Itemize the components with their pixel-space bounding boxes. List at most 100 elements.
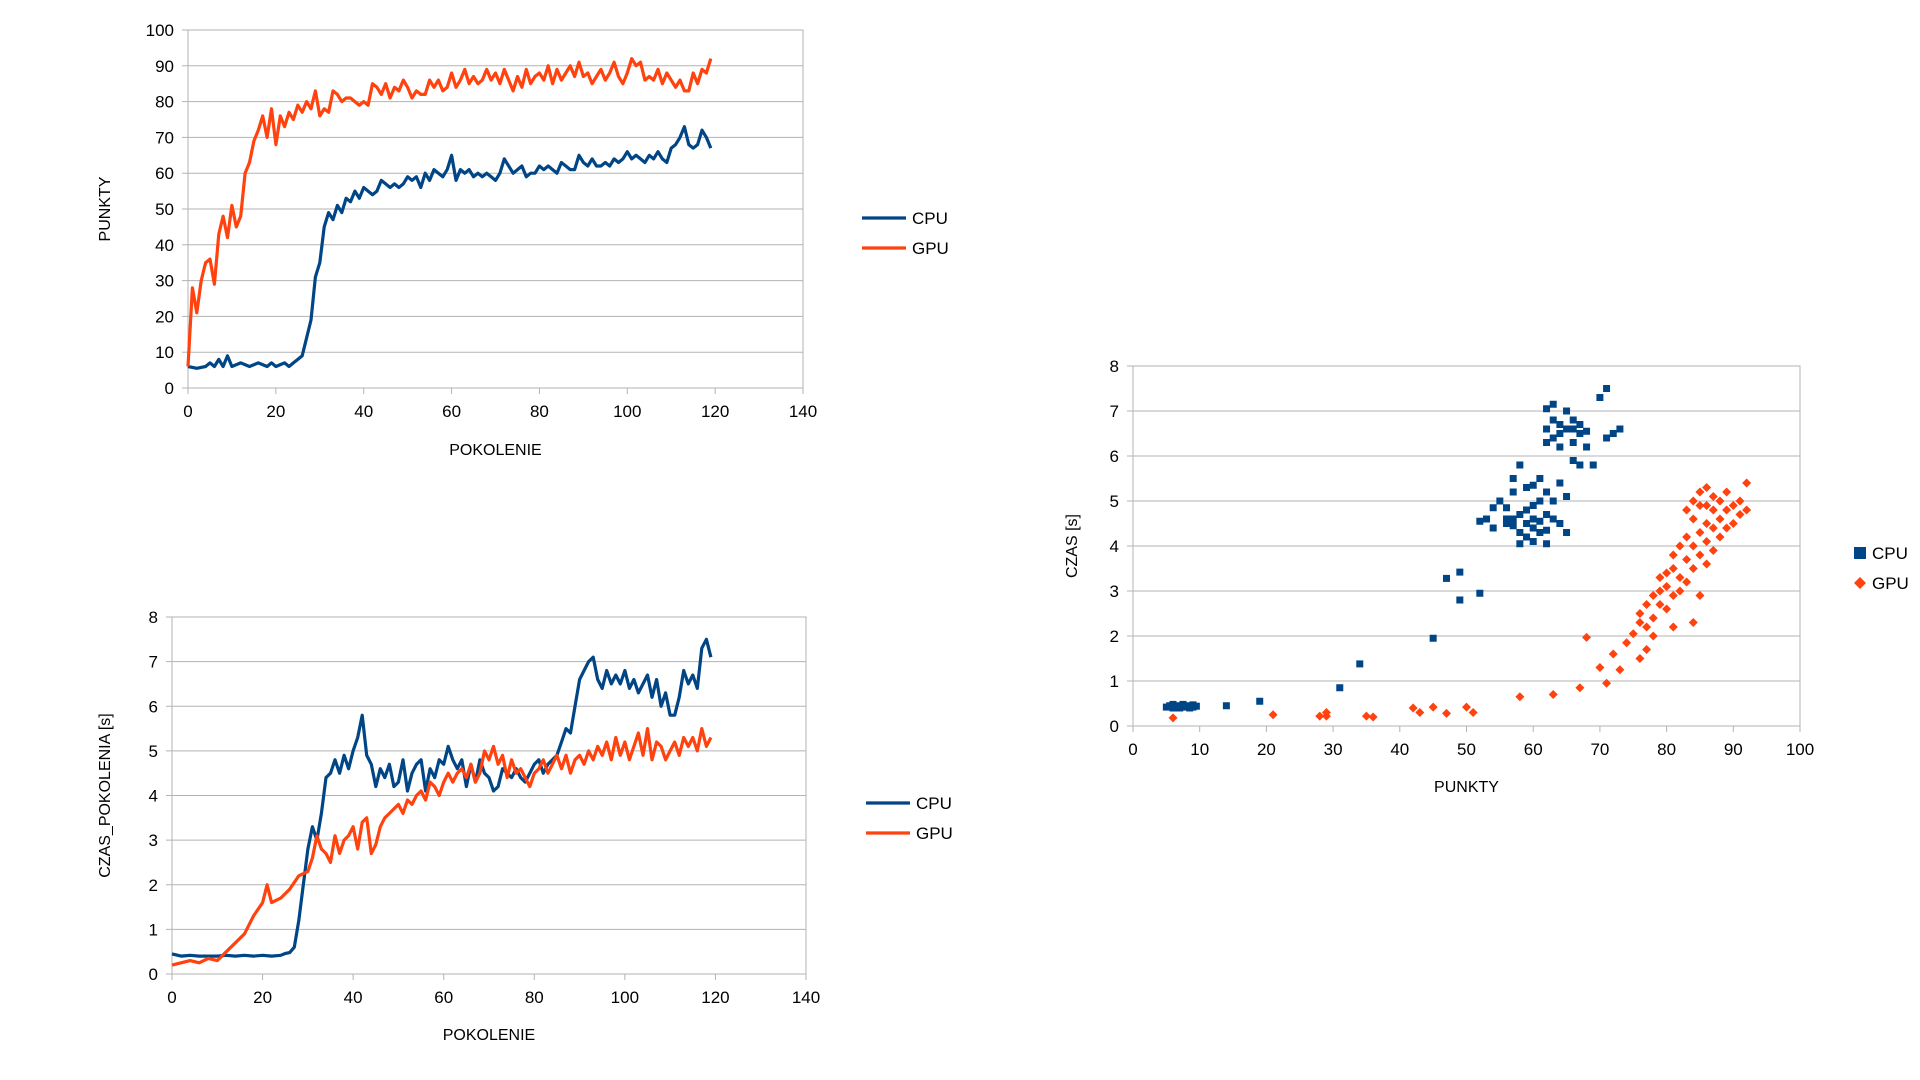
series-line-gpu — [171, 727, 713, 967]
data-point-gpu — [1735, 496, 1745, 506]
data-point-gpu — [1368, 712, 1378, 722]
y-tick-label: 40 — [155, 236, 174, 255]
data-point-cpu — [1549, 497, 1557, 505]
series-cpu — [187, 125, 713, 370]
data-point-cpu — [1543, 526, 1551, 534]
data-point-cpu — [1576, 461, 1584, 469]
legend-entry-gpu: GPU — [862, 239, 949, 258]
data-point-gpu — [1668, 591, 1678, 600]
data-point-cpu — [1556, 430, 1564, 437]
data-point-cpu — [1536, 529, 1544, 536]
data-point-cpu — [1456, 596, 1464, 604]
data-point-gpu — [1735, 510, 1745, 519]
data-point-cpu — [1442, 574, 1450, 582]
legend-label: GPU — [912, 239, 949, 258]
data-point-gpu — [1688, 496, 1698, 506]
data-point-gpu — [1575, 683, 1585, 693]
y-tick-label: 100 — [146, 21, 174, 40]
data-point-gpu — [1462, 702, 1471, 712]
y-tick-label: 70 — [155, 128, 174, 147]
x-tick-label: 80 — [525, 988, 544, 1007]
y-tick-label: 1 — [1110, 672, 1119, 691]
legend-swatch — [1854, 547, 1866, 559]
y-tick-label: 7 — [1110, 402, 1119, 421]
data-point-gpu — [1715, 496, 1725, 506]
x-tick-label: 60 — [1524, 740, 1543, 759]
data-point-gpu — [1515, 692, 1525, 702]
y-tick-label: 7 — [149, 653, 158, 672]
x-tick-label: 40 — [354, 402, 373, 421]
data-point-cpu — [1576, 430, 1584, 437]
x-tick-label: 10 — [1190, 740, 1209, 759]
y-tick-label: 4 — [149, 787, 158, 806]
data-point-cpu — [1529, 524, 1537, 532]
data-point-cpu — [1543, 540, 1551, 548]
y-tick-label: 4 — [1110, 537, 1119, 556]
data-point-cpu — [1503, 520, 1511, 527]
y-tick-label: 30 — [155, 272, 174, 291]
y-axis-title: PUNKTY — [97, 176, 114, 241]
data-point-gpu — [1668, 564, 1678, 573]
data-point-cpu — [1256, 697, 1264, 705]
y-tick-label: 3 — [1110, 582, 1119, 601]
data-point-gpu — [1675, 541, 1685, 551]
y-tick-label: 0 — [149, 965, 158, 984]
data-point-gpu — [1662, 604, 1672, 614]
data-point-cpu — [1556, 479, 1564, 487]
x-tick-label: 20 — [253, 988, 272, 1007]
data-point-cpu — [1529, 538, 1537, 545]
data-point-cpu — [1222, 702, 1230, 710]
data-point-gpu — [1695, 550, 1705, 560]
data-point-cpu — [1516, 529, 1524, 536]
data-point-gpu — [1548, 690, 1558, 699]
data-point-cpu — [1476, 517, 1484, 525]
data-point-gpu — [1722, 523, 1732, 533]
y-axis-title: CZAS_POKOLENIA [s] — [97, 713, 114, 878]
data-point-cpu — [1336, 684, 1344, 692]
data-point-cpu — [1543, 488, 1551, 496]
data-point-cpu — [1509, 522, 1517, 530]
data-point-cpu — [1569, 457, 1577, 464]
y-tick-label: 5 — [149, 742, 158, 761]
y-tick-label: 90 — [155, 57, 174, 76]
data-point-cpu — [1589, 461, 1597, 469]
x-tick-label: 60 — [434, 988, 453, 1007]
data-point-cpu — [1549, 416, 1557, 424]
data-point-gpu — [1622, 638, 1632, 648]
x-tick-label: 120 — [701, 988, 729, 1007]
x-tick-label: 50 — [1457, 740, 1476, 759]
data-point-gpu — [1428, 702, 1438, 712]
data-point-cpu — [1583, 443, 1591, 451]
y-tick-label: 20 — [155, 307, 174, 326]
data-point-gpu — [1722, 505, 1732, 515]
data-point-cpu — [1523, 520, 1531, 527]
data-point-cpu — [1523, 506, 1531, 514]
data-point-cpu — [1569, 425, 1577, 433]
x-tick-label: 20 — [1257, 740, 1276, 759]
y-tick-label: 2 — [1110, 627, 1119, 646]
data-point-gpu — [1662, 568, 1672, 578]
data-point-gpu — [1648, 613, 1658, 623]
x-tick-label: 70 — [1590, 740, 1609, 759]
data-point-gpu — [1722, 487, 1732, 497]
legend-entry-gpu: GPU — [1854, 574, 1909, 593]
data-point-gpu — [1682, 505, 1692, 515]
data-point-gpu — [1628, 629, 1638, 639]
data-point-gpu — [1695, 487, 1705, 497]
x-tick-label: 140 — [789, 402, 817, 421]
x-tick-label: 30 — [1324, 740, 1343, 759]
data-point-cpu — [1549, 515, 1557, 523]
data-point-cpu — [1563, 407, 1571, 415]
x-tick-label: 0 — [1128, 740, 1137, 759]
x-tick-label: 40 — [1390, 740, 1409, 759]
data-point-cpu — [1596, 394, 1604, 401]
y-tick-label: 80 — [155, 93, 174, 112]
data-point-gpu — [1415, 708, 1425, 717]
data-point-cpu — [1563, 493, 1571, 500]
y-tick-label: 50 — [155, 200, 174, 219]
y-tick-label: 0 — [165, 379, 174, 398]
x-tick-label: 0 — [183, 402, 192, 421]
legend-swatch — [1854, 577, 1866, 589]
data-point-gpu — [1642, 622, 1652, 632]
data-point-gpu — [1708, 523, 1718, 533]
